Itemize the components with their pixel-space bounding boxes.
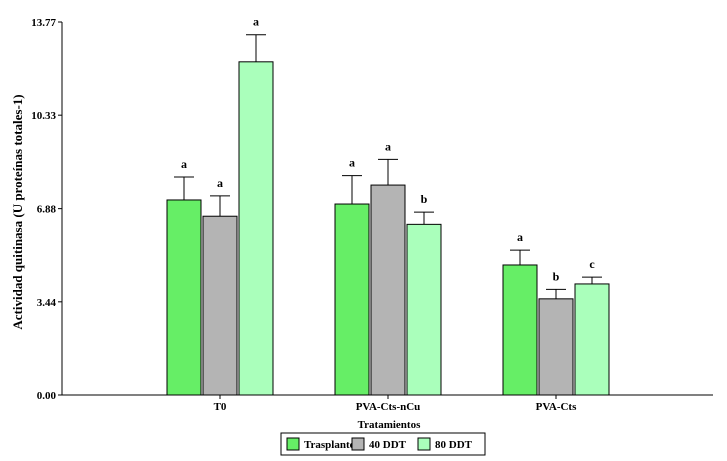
legend-swatch [286,437,300,451]
y-tick-label: 6.88 [37,204,57,216]
significance-label: a [217,176,223,190]
bar-2-0 [238,61,274,396]
legend-label: Trasplante [304,439,355,451]
y-tick-label: 3.44 [37,297,57,309]
bar-1-1 [370,184,406,396]
bars: a a a a a b a b c [166,15,610,396]
bar-1-2 [538,298,574,396]
legend-label: 80 DDT [435,439,473,451]
x-tick-label: PVA-Cts [536,401,577,413]
legend: Trasplante 40 DDT 80 DDT [280,432,486,456]
bar-2-2 [574,283,610,396]
significance-label: a [349,156,355,170]
legend-box [280,432,486,456]
legend-swatch [351,437,365,451]
significance-label: a [253,15,259,29]
axis-labels: Actividad quitinasa (U proteínas totales… [10,94,421,431]
y-axis-label: Actividad quitinasa (U proteínas totales… [10,94,25,329]
x-tick-label: PVA-Cts-nCu [356,401,421,413]
bar-0-2 [502,264,538,396]
bar-1-0 [202,215,238,396]
y-tick-label: 10.33 [31,110,56,122]
significance-label: a [385,139,391,153]
x-tick-label: T0 [214,401,227,413]
significance-label: b [421,192,428,206]
bar-0-1 [334,203,370,396]
significance-label: c [589,257,595,271]
x-axis-label: Tratamientos [358,419,421,431]
significance-label: a [517,230,523,244]
bar-0-0 [166,199,202,396]
significance-label: b [553,269,560,283]
legend-swatch [417,437,431,451]
y-tick-label: 0.00 [37,390,57,402]
bar-2-1 [406,223,442,396]
legend-label: 40 DDT [369,439,407,451]
y-tick-label: 13.77 [31,17,56,29]
significance-label: a [181,157,187,171]
